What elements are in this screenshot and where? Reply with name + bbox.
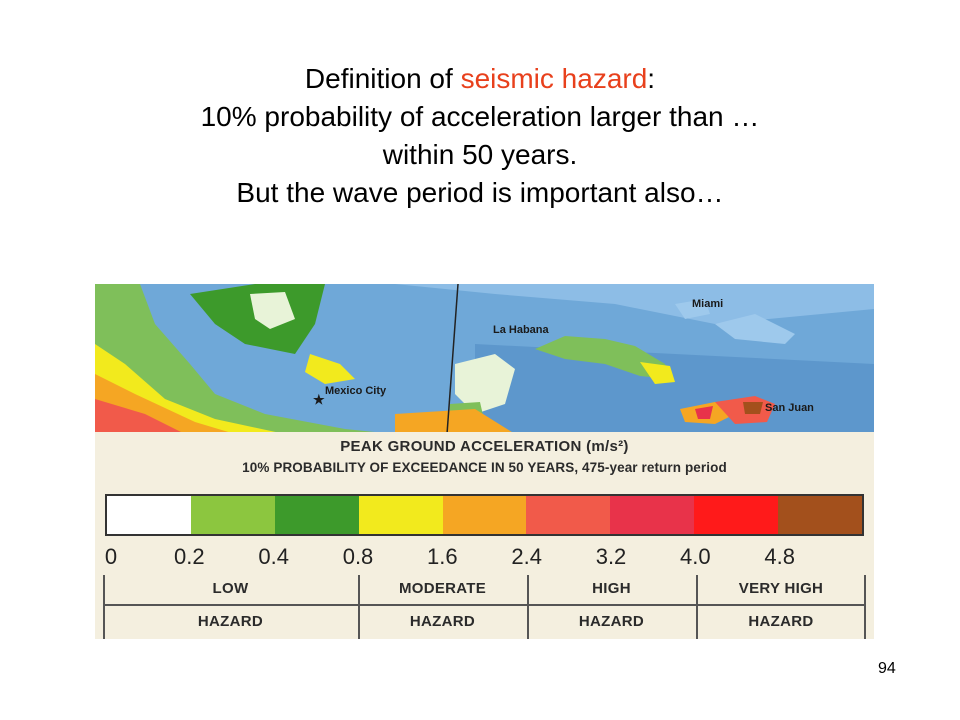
title-accent-seismic-hazard: seismic hazard bbox=[460, 63, 648, 94]
legend-heading-text: PEAK GROUND ACCELERATION bbox=[340, 438, 582, 455]
seismic-hazard-map-figure: Miami La Habana Mexico City San Juan ★ P… bbox=[95, 284, 874, 639]
pga-legend: PEAK GROUND ACCELERATION (m/s²) 10% PROB… bbox=[95, 432, 874, 639]
cuba-landmass bbox=[535, 336, 670, 379]
city-star-icon: ★ bbox=[313, 392, 325, 407]
title-colon: : bbox=[647, 63, 656, 94]
title-line-4: But the wave period is important also… bbox=[236, 177, 724, 208]
class-table-divider bbox=[103, 604, 866, 606]
class-table-sep-1 bbox=[358, 575, 360, 639]
scale-segment bbox=[274, 496, 359, 534]
scale-tick-label: 0.8 bbox=[342, 544, 374, 569]
scale-tick-label: 2.4 bbox=[511, 544, 542, 569]
hazard-word-label: HAZARD bbox=[409, 613, 476, 630]
scale-segment bbox=[190, 496, 275, 534]
hazard-class-table: LOW HAZARD MODERATE HAZARD HIGH HAZARD VERY HI… bbox=[103, 575, 866, 639]
map-label-la-habana: La Habana bbox=[493, 324, 549, 336]
hazard-level-label: MODERATE bbox=[398, 580, 487, 597]
hazard-word-label: HAZARD bbox=[748, 613, 814, 630]
scale-segment bbox=[442, 496, 527, 534]
map-label-san-juan: San Juan bbox=[765, 402, 814, 414]
scale-tick-label: 0.2 bbox=[174, 544, 205, 569]
scale-segment bbox=[778, 496, 863, 534]
hazard-word-label: HAZARD bbox=[197, 613, 264, 630]
scale-segment bbox=[107, 496, 191, 534]
class-table-sep-3 bbox=[696, 575, 698, 639]
scale-tick-label: 0.4 bbox=[258, 544, 289, 569]
class-table-sep-2 bbox=[527, 575, 529, 639]
scale-segment bbox=[610, 496, 695, 534]
scale-tick-label: 4.8 bbox=[764, 544, 795, 569]
mexico-landmass bbox=[95, 284, 395, 434]
class-table-border-right bbox=[864, 575, 866, 639]
title-line-2: 10% probability of acceleration larger t… bbox=[200, 101, 760, 132]
scale-tick-label: 1.6 bbox=[427, 544, 458, 569]
scale-segment bbox=[358, 496, 443, 534]
scale-tick-label: 4.0 bbox=[680, 544, 711, 569]
legend-heading: PEAK GROUND ACCELERATION (m/s²) bbox=[95, 438, 874, 455]
map-label-mexico-city: Mexico City bbox=[325, 385, 387, 397]
scale-segment bbox=[526, 496, 611, 534]
hazard-level-label: HIGH bbox=[592, 580, 631, 597]
title-line-1: Definition of seismic hazard: bbox=[40, 60, 920, 98]
class-table-border-left bbox=[103, 575, 105, 639]
scale-segment bbox=[694, 496, 779, 534]
map-label-miami: Miami bbox=[692, 298, 724, 310]
scale-tick-label: 3.2 bbox=[595, 544, 627, 569]
legend-unit: (m/s²) bbox=[586, 438, 629, 455]
scale-tick-label: 0 bbox=[104, 544, 118, 569]
hazard-map bbox=[95, 284, 874, 434]
hazard-level-label: VERY HIGH bbox=[738, 580, 824, 597]
title-text-definition: Definition of bbox=[304, 63, 461, 94]
title-line-3: within 50 years. bbox=[382, 139, 578, 170]
slide-title: Definition of seismic hazard: 10% probab… bbox=[40, 60, 920, 212]
yucatan-landmass bbox=[455, 354, 515, 414]
color-scale-bar bbox=[105, 494, 864, 536]
legend-subheading: 10% PROBABILITY OF EXCEEDANCE IN 50 YEAR… bbox=[242, 460, 727, 475]
slide-number: 94 bbox=[878, 660, 896, 677]
hazard-level-label: LOW bbox=[212, 580, 249, 597]
hazard-word-label: HAZARD bbox=[578, 613, 645, 630]
